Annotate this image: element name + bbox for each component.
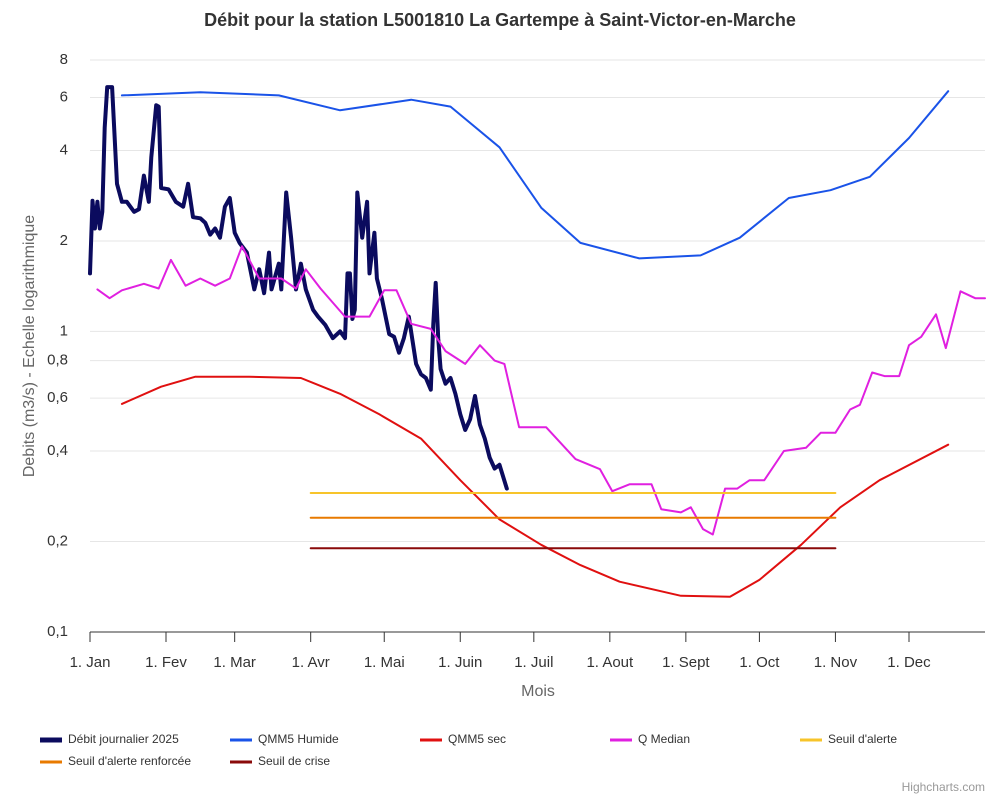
y-tick-label: 0,2	[47, 532, 68, 549]
legend-label[interactable]: QMM5 sec	[448, 732, 506, 746]
series-line	[120, 375, 950, 598]
y-tick-label: 8	[60, 51, 68, 68]
x-tick-label: 1. Nov	[814, 654, 858, 671]
legend-label[interactable]: Seuil d'alerte	[828, 732, 897, 746]
legend-label[interactable]: Débit journalier 2025	[68, 732, 179, 746]
y-tick-label: 6	[60, 89, 68, 106]
x-tick-label: 1. Oct	[739, 654, 780, 671]
y-tick-label: 4	[60, 141, 68, 158]
legend-label[interactable]: Seuil d'alerte renforcée	[68, 754, 191, 768]
legend-label[interactable]: Seuil de crise	[258, 754, 330, 768]
y-tick-label: 0,8	[47, 352, 68, 369]
x-tick-label: 1. Sept	[662, 654, 710, 671]
series-line	[88, 85, 509, 491]
y-tick-label: 0,1	[47, 623, 68, 640]
x-tick-label: 1. Jan	[70, 654, 111, 671]
chart-title: Débit pour la station L5001810 La Gartem…	[204, 10, 796, 30]
x-tick-label: 1. Dec	[887, 654, 931, 671]
x-tick-label: 1. Mar	[213, 654, 256, 671]
x-tick-label: 1. Fev	[145, 654, 187, 671]
y-axis-title: Debits (m3/s) - Echelle logarithmique	[21, 215, 38, 477]
legend-label[interactable]: QMM5 Humide	[258, 732, 339, 746]
x-tick-label: 1. Juin	[438, 654, 482, 671]
legend-label[interactable]: Q Median	[638, 732, 690, 746]
x-tick-label: 1. Aout	[586, 654, 634, 671]
series-line	[96, 245, 986, 536]
y-tick-label: 1	[60, 322, 68, 339]
y-tick-label: 2	[60, 232, 68, 249]
series-line	[120, 90, 950, 260]
x-tick-label: 1. Mai	[364, 654, 405, 671]
x-tick-label: 1. Juil	[514, 654, 553, 671]
y-tick-label: 0,6	[47, 389, 68, 406]
credit[interactable]: Highcharts.com	[902, 780, 985, 794]
x-axis-title: Mois	[521, 683, 555, 700]
y-tick-label: 0,4	[47, 442, 68, 459]
x-tick-label: 1. Avr	[292, 654, 330, 671]
